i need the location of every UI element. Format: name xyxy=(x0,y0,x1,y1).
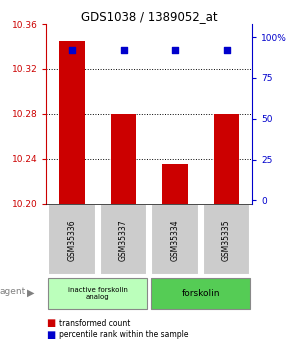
Text: percentile rank within the sample: percentile rank within the sample xyxy=(59,330,189,339)
Point xyxy=(121,48,126,53)
Point xyxy=(224,48,229,53)
Bar xyxy=(48,278,147,309)
Bar xyxy=(214,114,240,204)
Text: transformed count: transformed count xyxy=(59,319,131,328)
Text: GSM35336: GSM35336 xyxy=(68,219,77,260)
Text: inactive forskolin
analog: inactive forskolin analog xyxy=(68,287,128,300)
Bar xyxy=(151,278,250,309)
Bar xyxy=(203,204,250,275)
Text: forskolin: forskolin xyxy=(182,289,220,298)
Bar xyxy=(48,204,96,275)
Text: agent: agent xyxy=(0,287,26,296)
Bar xyxy=(162,164,188,204)
Text: ■: ■ xyxy=(46,318,56,328)
Bar xyxy=(100,204,147,275)
Text: ▶: ▶ xyxy=(27,288,34,298)
Bar xyxy=(151,204,199,275)
Text: GSM35337: GSM35337 xyxy=(119,219,128,260)
Point xyxy=(70,48,75,53)
Bar xyxy=(111,114,137,204)
Text: GSM35335: GSM35335 xyxy=(222,219,231,260)
Text: GSM35334: GSM35334 xyxy=(171,219,180,260)
Point xyxy=(173,48,177,53)
Text: ■: ■ xyxy=(46,330,56,339)
Bar xyxy=(59,41,85,204)
Title: GDS1038 / 1389052_at: GDS1038 / 1389052_at xyxy=(81,10,218,23)
